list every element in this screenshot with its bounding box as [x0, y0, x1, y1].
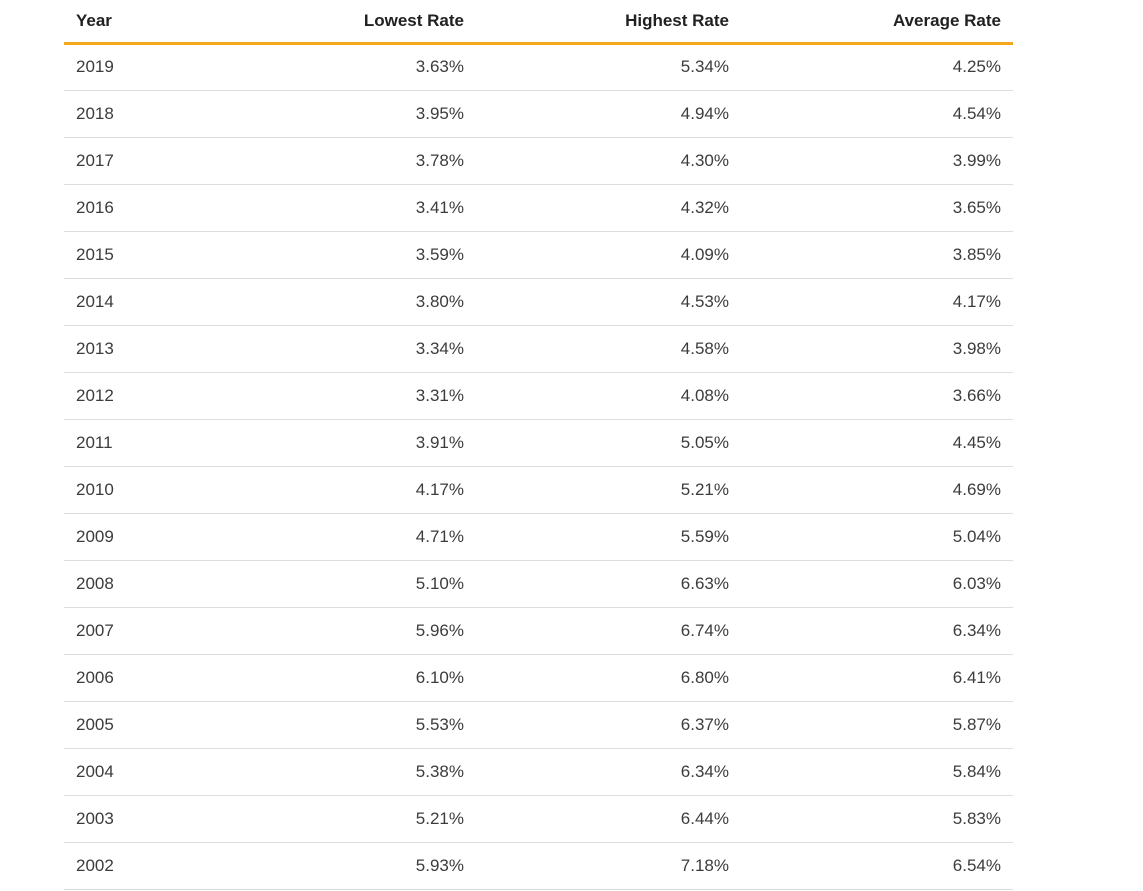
rate-cell: 3.65%: [741, 184, 1013, 232]
table-row: 2006 6.10% 6.80% 6.41%: [64, 654, 1013, 702]
table-row: 2013 3.34% 4.58% 3.98%: [64, 325, 1013, 373]
table-row: 2003 5.21% 6.44% 5.83%: [64, 795, 1013, 843]
table-row: 2011 3.91% 5.05% 4.45%: [64, 419, 1013, 467]
rate-cell: 5.87%: [741, 701, 1013, 749]
year-cell: 2018: [64, 90, 204, 138]
table-row: 2005 5.53% 6.37% 5.87%: [64, 701, 1013, 749]
rate-cell: 4.17%: [204, 466, 476, 514]
column-header-lowest-rate: Lowest Rate: [204, 0, 476, 45]
rate-cell: 5.84%: [741, 748, 1013, 796]
year-cell: 2003: [64, 795, 204, 843]
rate-cell: 3.34%: [204, 325, 476, 373]
rate-cell: 6.34%: [741, 607, 1013, 655]
year-cell: 2009: [64, 513, 204, 561]
year-cell: 2005: [64, 701, 204, 749]
table-row: 2004 5.38% 6.34% 5.84%: [64, 748, 1013, 796]
rate-cell: 6.03%: [741, 560, 1013, 608]
rate-cell: 5.05%: [476, 419, 741, 467]
rate-cell: 3.31%: [204, 372, 476, 420]
table-header: Year Lowest Rate Highest Rate Average Ra…: [64, 0, 1013, 45]
year-cell: 2002: [64, 842, 204, 890]
rate-cell: 6.63%: [476, 560, 741, 608]
rate-cell: 4.54%: [741, 90, 1013, 138]
rate-cell: 5.93%: [204, 842, 476, 890]
year-cell: 2007: [64, 607, 204, 655]
rate-cell: 4.45%: [741, 419, 1013, 467]
rate-cell: 3.59%: [204, 231, 476, 279]
table-body: 2019 3.63% 5.34% 4.25% 2018 3.95% 4.94% 4.54% 20…: [64, 43, 1013, 890]
rate-cell: 5.59%: [476, 513, 741, 561]
rate-cell: 3.91%: [204, 419, 476, 467]
rate-cell: 3.99%: [741, 137, 1013, 185]
rate-cell: 5.83%: [741, 795, 1013, 843]
rate-cell: 5.34%: [476, 43, 741, 91]
rates-table-container: Year Lowest Rate Highest Rate Average Ra…: [64, 0, 1013, 890]
rate-cell: 4.71%: [204, 513, 476, 561]
rate-cell: 5.21%: [204, 795, 476, 843]
rate-cell: 6.44%: [476, 795, 741, 843]
table-row: 2016 3.41% 4.32% 3.65%: [64, 184, 1013, 232]
column-header-highest-rate: Highest Rate: [476, 0, 741, 45]
rate-cell: 3.98%: [741, 325, 1013, 373]
year-cell: 2013: [64, 325, 204, 373]
year-cell: 2019: [64, 43, 204, 91]
table-row: 2008 5.10% 6.63% 6.03%: [64, 560, 1013, 608]
rate-cell: 3.66%: [741, 372, 1013, 420]
year-cell: 2006: [64, 654, 204, 702]
rate-cell: 4.08%: [476, 372, 741, 420]
table-row: 2015 3.59% 4.09% 3.85%: [64, 231, 1013, 279]
rate-cell: 4.09%: [476, 231, 741, 279]
table-row: 2019 3.63% 5.34% 4.25%: [64, 43, 1013, 91]
rate-cell: 3.41%: [204, 184, 476, 232]
rate-cell: 5.38%: [204, 748, 476, 796]
rate-cell: 4.94%: [476, 90, 741, 138]
table-header-row: Year Lowest Rate Highest Rate Average Ra…: [64, 0, 1013, 45]
year-cell: 2017: [64, 137, 204, 185]
rate-cell: 5.53%: [204, 701, 476, 749]
rate-cell: 3.78%: [204, 137, 476, 185]
rate-cell: 4.69%: [741, 466, 1013, 514]
rate-cell: 7.18%: [476, 842, 741, 890]
table-row: 2012 3.31% 4.08% 3.66%: [64, 372, 1013, 420]
rate-cell: 6.41%: [741, 654, 1013, 702]
rate-cell: 4.32%: [476, 184, 741, 232]
rate-cell: 5.04%: [741, 513, 1013, 561]
rate-cell: 3.95%: [204, 90, 476, 138]
table-row: 2018 3.95% 4.94% 4.54%: [64, 90, 1013, 138]
rate-cell: 4.53%: [476, 278, 741, 326]
table-row: 2017 3.78% 4.30% 3.99%: [64, 137, 1013, 185]
year-cell: 2004: [64, 748, 204, 796]
rate-cell: 4.30%: [476, 137, 741, 185]
rate-cell: 4.25%: [741, 43, 1013, 91]
rate-cell: 4.17%: [741, 278, 1013, 326]
table-row: 2009 4.71% 5.59% 5.04%: [64, 513, 1013, 561]
rate-cell: 3.80%: [204, 278, 476, 326]
table-row: 2010 4.17% 5.21% 4.69%: [64, 466, 1013, 514]
rate-cell: 6.10%: [204, 654, 476, 702]
rate-cell: 3.85%: [741, 231, 1013, 279]
table-row: 2007 5.96% 6.74% 6.34%: [64, 607, 1013, 655]
year-cell: 2010: [64, 466, 204, 514]
year-cell: 2015: [64, 231, 204, 279]
rate-cell: 5.21%: [476, 466, 741, 514]
rate-cell: 5.10%: [204, 560, 476, 608]
year-cell: 2016: [64, 184, 204, 232]
rate-cell: 6.54%: [741, 842, 1013, 890]
rate-cell: 6.80%: [476, 654, 741, 702]
table-row: 2002 5.93% 7.18% 6.54%: [64, 842, 1013, 890]
year-cell: 2011: [64, 419, 204, 467]
year-cell: 2012: [64, 372, 204, 420]
rate-cell: 4.58%: [476, 325, 741, 373]
rate-cell: 6.37%: [476, 701, 741, 749]
year-cell: 2014: [64, 278, 204, 326]
rate-cell: 6.74%: [476, 607, 741, 655]
column-header-average-rate: Average Rate: [741, 0, 1013, 45]
rate-cell: 6.34%: [476, 748, 741, 796]
column-header-year: Year: [64, 0, 204, 45]
year-cell: 2008: [64, 560, 204, 608]
mortgage-rates-table: Year Lowest Rate Highest Rate Average Ra…: [64, 0, 1013, 890]
rate-cell: 3.63%: [204, 43, 476, 91]
rate-cell: 5.96%: [204, 607, 476, 655]
table-row: 2014 3.80% 4.53% 4.17%: [64, 278, 1013, 326]
